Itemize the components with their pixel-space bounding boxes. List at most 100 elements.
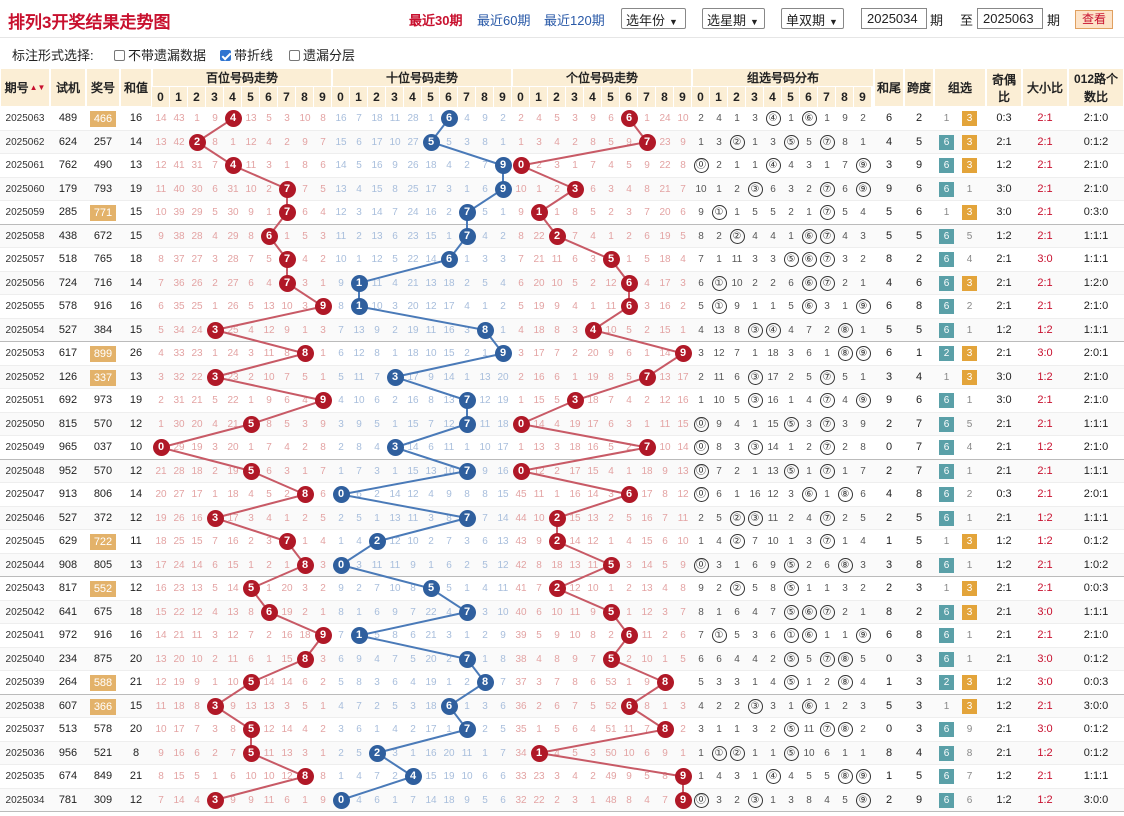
group-distribution-cell: 1 [788, 230, 794, 242]
bigsmall-value: 2:1 [1037, 558, 1053, 571]
tens-omission: 13 [389, 512, 401, 524]
to-period-input[interactable]: 2025063 [977, 8, 1043, 29]
tens-omission: 2 [392, 395, 398, 406]
trial-number: 956 [58, 746, 78, 759]
tens-omission: 11 [389, 559, 401, 571]
tens-omission: 7 [428, 418, 434, 430]
no-omission-label: 不带遗漏数据 [128, 48, 207, 63]
group-hit-circle: ⑥ [801, 111, 817, 126]
hundreds-omission: 2 [302, 442, 308, 453]
road-value: 0:0:3 [1083, 582, 1109, 594]
group-distribution-cell: 3 [770, 136, 776, 148]
recent-60-link[interactable]: 最近60期 [477, 13, 531, 28]
tens-omission: 8 [356, 677, 362, 688]
checkbox-checked-icon[interactable] [220, 50, 231, 61]
group-distribution-cell: 3 [698, 348, 704, 359]
recent-30-link[interactable]: 最近30期 [409, 13, 463, 28]
digit-header: 6 [440, 87, 458, 107]
hundreds-omission: 22 [191, 371, 203, 383]
group-distribution-cell: ⑤ [782, 554, 800, 577]
period-number: 2025059 [5, 207, 45, 218]
no-omission-option[interactable]: 不带遗漏数据 [114, 45, 206, 64]
hundreds-omission: 4 [284, 442, 290, 453]
trial-number: 624 [58, 135, 78, 148]
group-distribution-cell: 5 [698, 301, 704, 312]
tens-omission: 8 [410, 583, 416, 594]
hundreds-omission: 3 [302, 418, 308, 430]
table-row: 2025046 527 372 12 19 26 16 3 17 3 4 1 2 5 2 5 1 13 11 3 8 7 7… [0, 506, 1124, 530]
group-distribution-cell: 4 [716, 536, 722, 547]
year-select[interactable]: 选年份 ▼ [621, 8, 686, 29]
span-value: 7 [915, 441, 923, 453]
sum-value: 16 [129, 300, 143, 312]
week-select[interactable]: 选星期 ▼ [702, 8, 765, 29]
group-distribution-cell: ⑥ [800, 248, 818, 271]
units-omission: 12 [659, 395, 671, 406]
group-six-badge: 1 [943, 700, 950, 712]
bigsmall-value: 3:0 [1037, 676, 1053, 688]
hundreds-omission: 5 [212, 395, 218, 406]
tens-omission: 2 [500, 113, 506, 124]
group-distribution-cell: 3 [716, 794, 722, 806]
group-hit-circle: ⑤ [783, 722, 799, 737]
tens-omission: 11 [371, 559, 383, 571]
hundreds-omission: 1 [302, 465, 308, 477]
group-hit-circle: ⑤ [783, 651, 799, 667]
query-button[interactable]: 查看 [1075, 10, 1113, 29]
group-six-badge: 6 [939, 299, 954, 314]
group-hit-circle: ⑤ [783, 557, 799, 573]
period-number: 2025057 [5, 254, 45, 265]
parity-select[interactable]: 单双期 ▼ [781, 8, 844, 29]
tens-omission: 3 [482, 700, 488, 712]
hundreds-omission: 2 [320, 583, 326, 594]
group-distribution-cell: 5 [806, 771, 812, 782]
span-value: 8 [915, 558, 923, 571]
group-distribution-cell: ⑨ [854, 295, 872, 318]
units-omission: 13 [677, 465, 689, 477]
units-omission: 1 [608, 536, 614, 547]
hundreds-omission: 3 [284, 700, 290, 712]
prize-value: 765 [93, 253, 113, 265]
bigsmall-value: 2:1 [1037, 206, 1053, 218]
units-omission: 7 [554, 677, 560, 688]
units-omission: 18 [659, 254, 671, 265]
hundreds-omission: 17 [227, 512, 239, 524]
tens-omission: 20 [407, 301, 419, 312]
tail-value: 3 [885, 370, 893, 383]
tens-omission: 10 [443, 465, 455, 477]
group-distribution-cell: ⑧ [836, 718, 854, 741]
layered-option[interactable]: 遗漏分层 [289, 45, 355, 64]
units-omission: 17 [587, 418, 599, 430]
group-distribution-cell: ⑤ [782, 131, 800, 154]
road-value: 2:1:0 [1083, 159, 1109, 171]
with-line-option[interactable]: 带折线 [220, 45, 273, 64]
bigsmall-value: 2:1 [1037, 159, 1053, 171]
group-distribution-cell: 1 [806, 465, 812, 477]
table-row: 2025037 513 578 20 10 17 7 3 8 5 12 14 4 2 3 6 1 4 2 17 1 7 2 5… [0, 718, 1124, 742]
hundreds-omission: 10 [245, 183, 257, 195]
tens-omission: 5 [482, 207, 488, 218]
group-six-badge: 6 [939, 769, 954, 784]
checkbox-icon[interactable] [114, 50, 125, 61]
units-omission: 35 [515, 724, 527, 735]
hundreds-omission: 15 [173, 771, 185, 782]
sort-icon[interactable]: ▲▼ [29, 83, 46, 92]
period-header[interactable]: 期号 ▲▼ [0, 68, 50, 107]
units-omission: 7 [644, 724, 650, 735]
from-period-input[interactable]: 2025034 [861, 8, 927, 29]
group-hit-circle: ⑦ [819, 604, 835, 620]
hundreds-omission: 6 [284, 395, 290, 406]
hundreds-omission: 23 [173, 583, 185, 594]
group-distribution-cell: 5 [806, 653, 812, 665]
checkbox-icon[interactable] [289, 50, 300, 61]
group-hit-circle: ③ [747, 510, 763, 526]
tens-omission: 10 [497, 606, 509, 618]
units-omission [674, 671, 692, 694]
road-value: 0:1:2 [1083, 746, 1109, 759]
tens-omission: 2 [482, 630, 488, 641]
bigsmall-value: 3:0 [1037, 253, 1053, 265]
hundreds-omission: 1 [194, 113, 200, 124]
units-omission: 9 [644, 160, 650, 171]
recent-120-link[interactable]: 最近120期 [544, 13, 605, 28]
